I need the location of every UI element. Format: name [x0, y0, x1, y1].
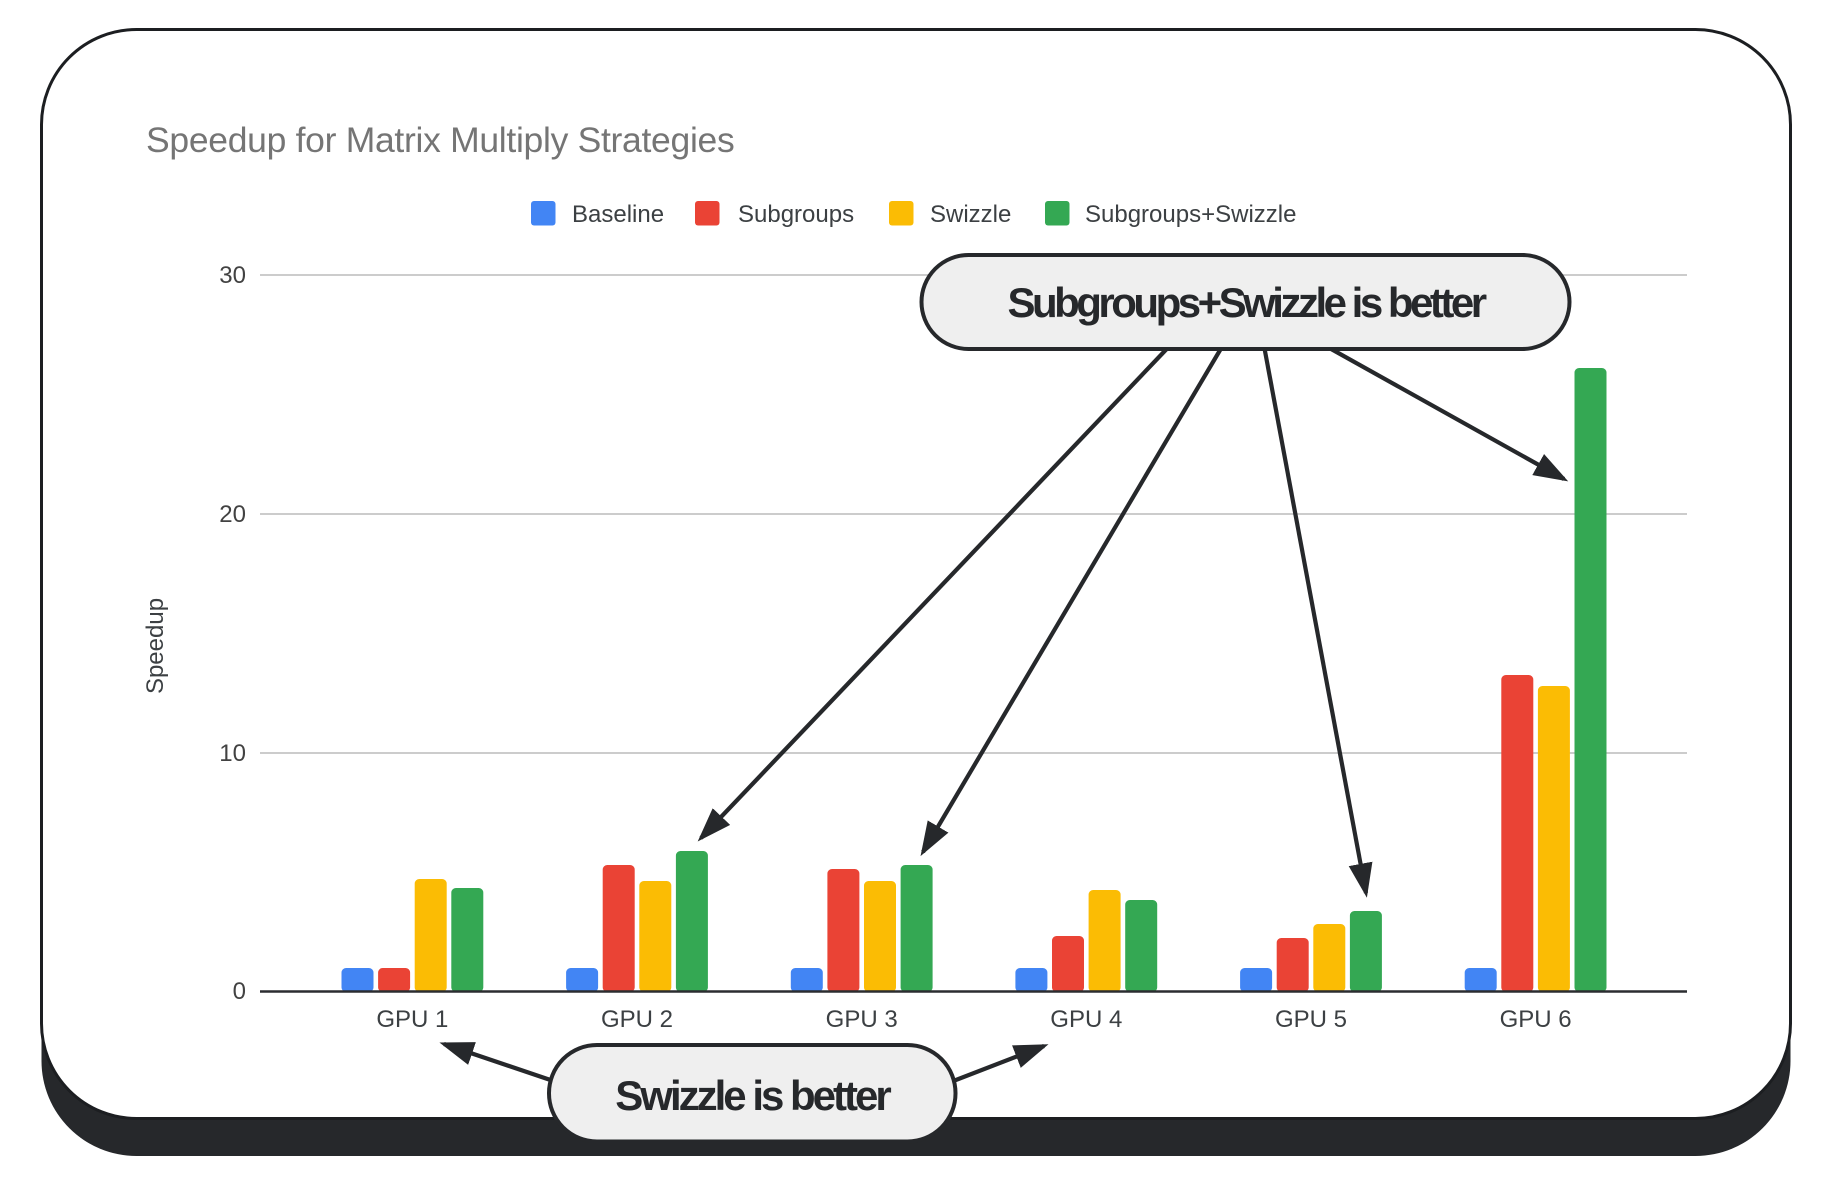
svg-text:GPU 5: GPU 5	[1275, 1006, 1347, 1033]
svg-text:Subgroups: Subgroups	[738, 201, 854, 228]
svg-text:Speedup: Speedup	[142, 598, 169, 694]
svg-text:Subgroups+Swizzle: Subgroups+Swizzle	[1085, 201, 1296, 228]
svg-text:10: 10	[219, 740, 246, 767]
svg-text:Baseline: Baseline	[572, 201, 664, 228]
svg-text:GPU 3: GPU 3	[826, 1006, 898, 1033]
svg-text:GPU 2: GPU 2	[601, 1006, 673, 1033]
svg-text:20: 20	[219, 501, 246, 528]
svg-text:GPU 1: GPU 1	[376, 1006, 448, 1033]
svg-text:0: 0	[233, 978, 246, 1005]
svg-text:Speedup for Matrix Multiply St: Speedup for Matrix Multiply Strategies	[146, 120, 734, 160]
svg-text:GPU 6: GPU 6	[1500, 1006, 1572, 1033]
svg-text:Swizzle is better: Swizzle is better	[615, 1072, 891, 1119]
svg-text:30: 30	[219, 262, 246, 289]
svg-text:Subgroups+Swizzle is better: Subgroups+Swizzle is better	[1007, 279, 1486, 326]
svg-text:GPU 4: GPU 4	[1050, 1006, 1122, 1033]
svg-text:Swizzle: Swizzle	[930, 201, 1011, 228]
